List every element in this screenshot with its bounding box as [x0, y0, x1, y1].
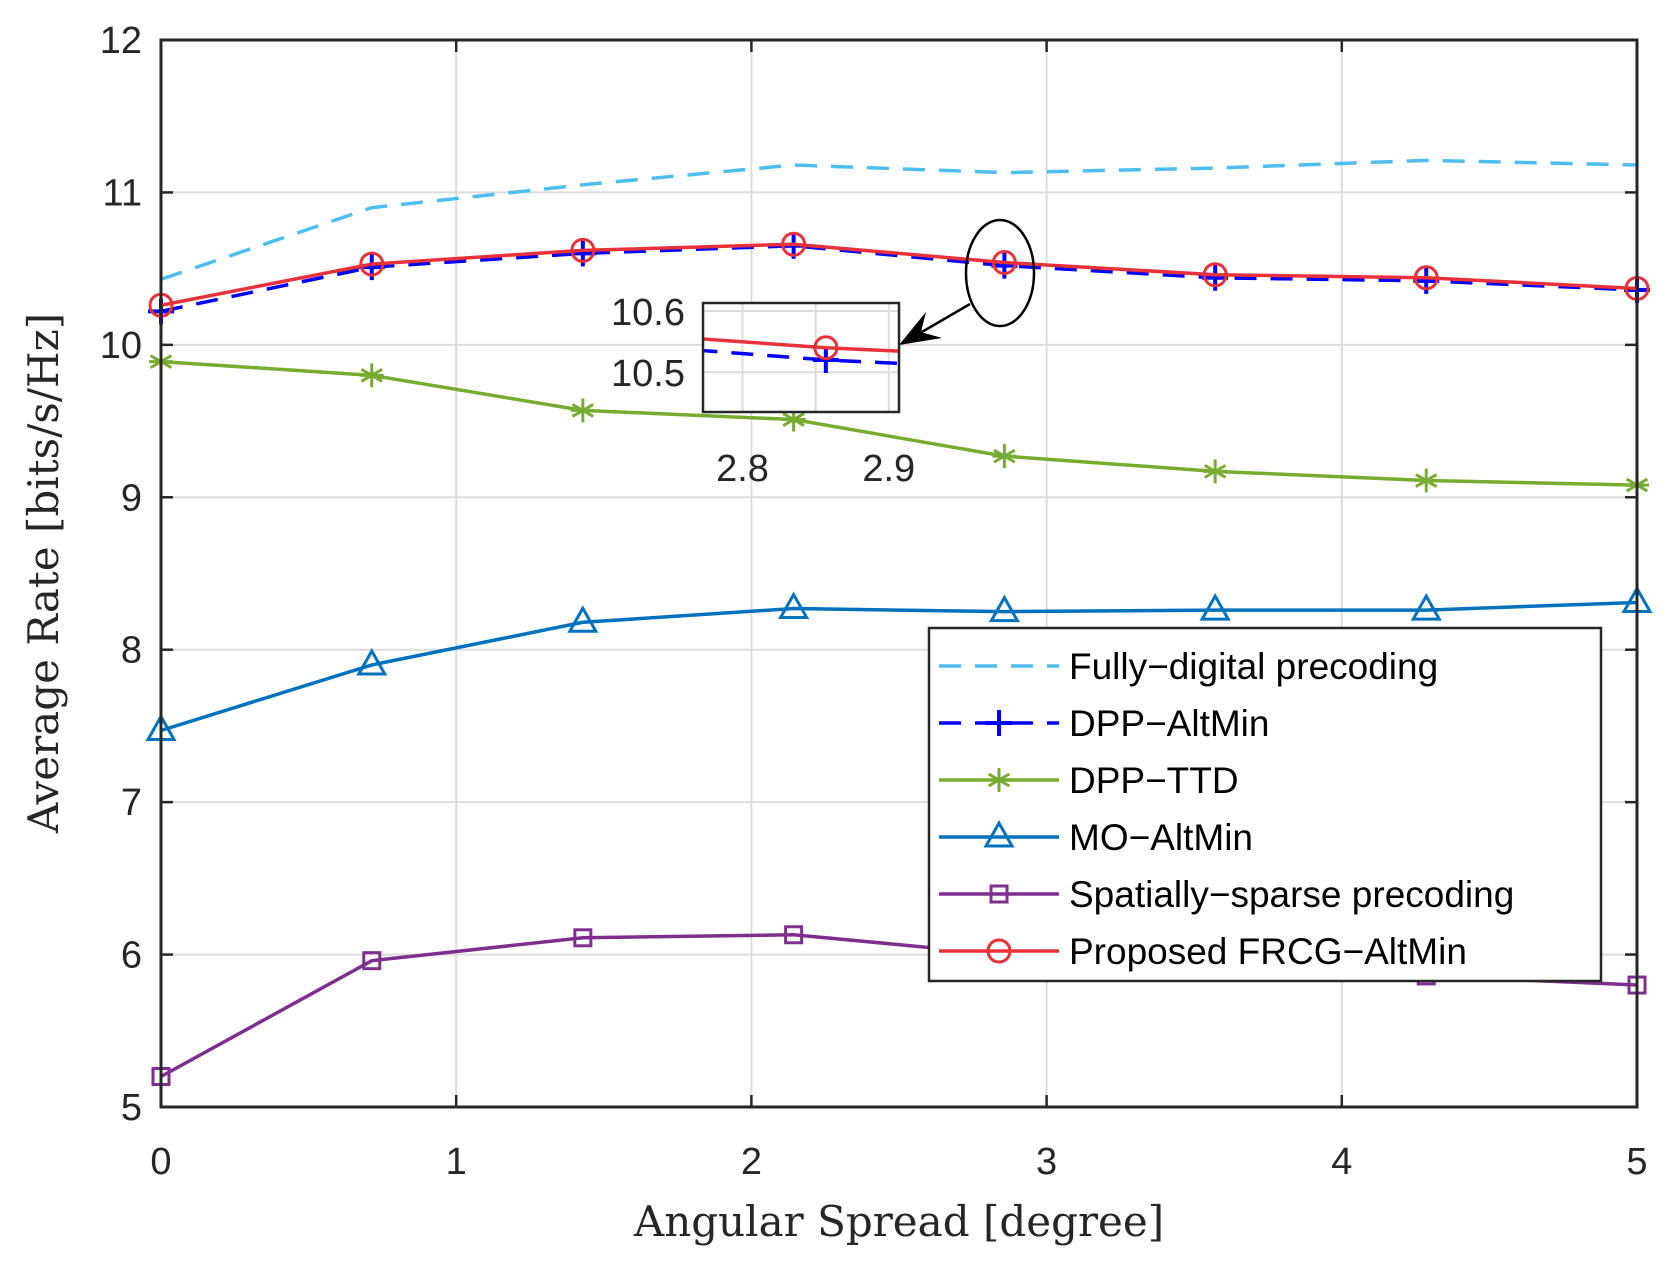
data-point-triangle — [1410, 593, 1442, 621]
inset-y-tick-label: 10.5 — [611, 353, 685, 395]
data-point-asterisk — [570, 398, 595, 423]
data-point-circle — [1202, 262, 1228, 288]
data-point-triangle — [778, 591, 810, 620]
series-group — [145, 158, 1653, 1087]
legend-entry-label: MO−AltMin — [1069, 817, 1253, 858]
series-line — [160, 600, 1638, 733]
legend-box — [927, 626, 1603, 983]
data-point-circle — [986, 938, 1012, 964]
legend-entry-label: DPP−TTD — [1069, 760, 1239, 801]
y-tick-label: 7 — [121, 782, 142, 824]
data-point-square — [989, 884, 1009, 904]
y-tick-label: 9 — [121, 477, 142, 519]
zoom-arrow-line — [914, 302, 971, 338]
x-tick-label: 5 — [1626, 1141, 1647, 1183]
legend-entry-label: DPP−AltMin — [1069, 703, 1269, 744]
data-point-square — [784, 925, 804, 945]
data-point-asterisk — [1414, 468, 1439, 493]
series-line — [160, 359, 1638, 487]
x-axis-label: Angular Spread [degree] — [633, 1197, 1164, 1246]
data-point-triangle — [988, 594, 1020, 623]
zoom-arrow-head — [899, 312, 942, 345]
y-tick-label: 5 — [121, 1087, 142, 1129]
data-point-circle — [813, 335, 839, 361]
data-point-circle — [359, 251, 385, 277]
inset-y-tick-label: 10.6 — [611, 292, 685, 334]
y-tick-label: 6 — [121, 935, 142, 977]
x-tick-label: 0 — [150, 1141, 171, 1183]
data-point-triangle — [567, 605, 599, 633]
legend-entry-label: Spatially−sparse precoding — [1069, 874, 1514, 915]
zoom-region-ellipse — [964, 218, 1036, 328]
x-tick-label: 1 — [446, 1141, 467, 1183]
legend: Fully−digital precoding DPP−AltMin DPP−TTD… — [927, 626, 1603, 983]
data-point-circle — [781, 231, 807, 257]
x-tick-label: 4 — [1331, 1141, 1352, 1183]
series-line — [160, 242, 1638, 307]
data-point-circle — [991, 250, 1017, 276]
y-tick-label: 11 — [103, 172, 142, 214]
data-point-circle — [1413, 265, 1439, 291]
y-tick-label: 10 — [100, 325, 142, 367]
data-point-asterisk — [987, 768, 1011, 792]
series-line — [160, 244, 1638, 314]
data-point-asterisk — [992, 444, 1017, 469]
data-point-asterisk — [781, 407, 806, 432]
data-point-circle — [570, 237, 596, 263]
series-line — [160, 158, 1638, 281]
data-point-asterisk — [359, 363, 384, 388]
inset-x-tick-label: 2.9 — [862, 448, 915, 490]
data-point-triangle — [983, 819, 1015, 848]
data-point-square — [362, 951, 382, 971]
y-tick-label: 12 — [100, 20, 142, 62]
data-point-plus — [986, 710, 1012, 736]
inset-background — [703, 303, 899, 412]
data-point-asterisk — [1203, 459, 1228, 484]
inset-x-tick-label: 2.8 — [716, 448, 769, 490]
plot-area-frame — [159, 38, 1639, 1109]
y-tick-label: 8 — [121, 630, 142, 672]
x-tick-label: 2 — [741, 1141, 762, 1183]
x-tick-label: 3 — [1036, 1141, 1057, 1183]
inset-series — [703, 335, 899, 373]
data-point-square — [573, 928, 593, 948]
legend-entry-label: Fully−digital precoding — [1069, 646, 1438, 687]
y-axis-label: Average Rate [bits/s/Hz] — [19, 313, 68, 834]
data-point-triangle — [1199, 593, 1231, 621]
inset-frame — [701, 301, 901, 414]
legend-entry-label: Proposed FRCG−AltMin — [1069, 931, 1467, 972]
data-point-triangle — [356, 647, 388, 676]
zoom-inset: 2.8 2.9 10.6 10.5 — [611, 292, 915, 490]
